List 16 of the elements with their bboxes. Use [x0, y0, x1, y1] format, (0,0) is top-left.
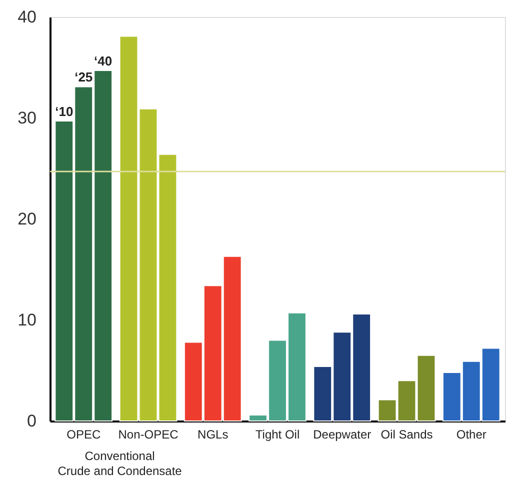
- y-tick-label: 10: [18, 310, 36, 330]
- series-label: ‘40: [94, 54, 112, 69]
- x-tick-label: Deepwater: [313, 428, 372, 442]
- y-tick-label: 40: [18, 8, 36, 26]
- text: Conventional Crude and Condensate: [58, 449, 182, 478]
- x-tick-label: Non-OPEC: [118, 428, 179, 442]
- x-tick-label: NGLs: [198, 428, 228, 442]
- x-tick-label: Oil Sands: [380, 428, 433, 442]
- y-tick-label: 30: [18, 108, 36, 128]
- y-tick-label: 0: [27, 412, 36, 430]
- x-tick-label: Other: [456, 428, 486, 442]
- series-label: ‘10: [55, 104, 74, 120]
- x-tick-label: Tight Oil: [255, 428, 300, 442]
- x-tick-label: OPEC: [66, 428, 101, 442]
- y-tick-label: 20: [18, 210, 36, 228]
- series-label: ‘25: [74, 70, 93, 85]
